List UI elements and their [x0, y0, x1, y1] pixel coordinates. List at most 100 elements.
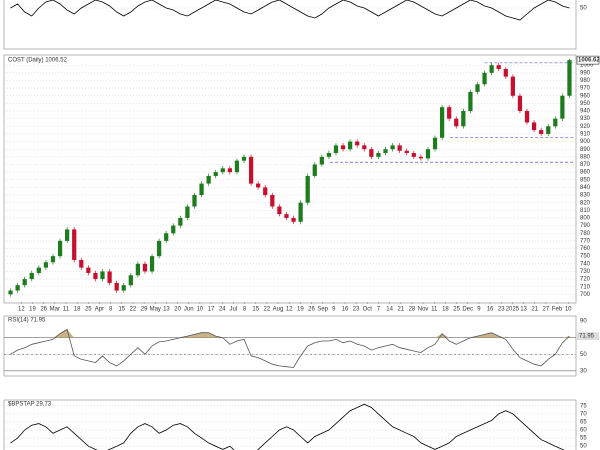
y-tick-label: 960: [580, 93, 591, 99]
x-tick-label: 9: [332, 307, 336, 313]
y-tick-label: 890: [580, 147, 591, 153]
y-tick-label: 810: [580, 208, 591, 214]
candle-body: [36, 267, 41, 273]
x-tick-label: 20: [174, 307, 181, 313]
candle-body: [248, 156, 254, 184]
x-tick-label: 11: [431, 307, 438, 313]
x-tick-label: 21: [397, 307, 404, 313]
candle-body: [50, 256, 56, 263]
y-tick-label: 60: [580, 428, 587, 434]
x-tick-label: Aug: [273, 307, 284, 313]
x-tick-label: 10: [565, 307, 572, 313]
candle-body: [546, 126, 551, 134]
candle-body: [411, 153, 416, 157]
candle-body: [312, 164, 317, 176]
y-tick-label: 750: [580, 254, 591, 260]
y-tick-label: 65: [580, 420, 587, 426]
candle-body: [524, 111, 530, 123]
y-tick-label: 730: [580, 269, 591, 275]
indicator-line: [10, 403, 565, 450]
candle-body: [489, 65, 494, 73]
candle-body: [425, 149, 431, 159]
candle-body: [397, 145, 402, 151]
candle-body: [333, 145, 339, 154]
x-tick-label: 16: [342, 307, 349, 313]
y-tick-label: 30: [580, 368, 587, 374]
candle-body: [305, 175, 310, 203]
x-tick-label: 15: [252, 307, 259, 313]
candle-body: [43, 262, 49, 268]
candle-body: [539, 130, 544, 134]
x-tick-label: 22: [130, 307, 137, 313]
x-tick-label: 25: [453, 307, 460, 313]
x-tick-label: 8: [243, 307, 247, 313]
x-tick-label: 19: [297, 307, 304, 313]
candle-body: [86, 267, 91, 273]
breadth-title: $BPSTAP 29.73: [8, 402, 52, 408]
candle-body: [185, 206, 190, 218]
x-tick-label: 14: [386, 307, 393, 313]
candle-body: [220, 168, 225, 173]
candle-body: [241, 156, 247, 161]
candle-body: [100, 271, 105, 280]
candle-body: [114, 282, 119, 291]
candle-body: [510, 76, 515, 96]
y-tick-label: 850: [580, 177, 591, 183]
candle-body: [8, 290, 13, 295]
last-price-label: 1006.62: [578, 58, 600, 64]
x-tick-label: 11: [63, 307, 70, 313]
x-tick-label: Nov: [418, 307, 429, 313]
x-tick-label: Jul: [230, 307, 238, 313]
y-tick-label: 820: [580, 200, 591, 206]
candle-body: [418, 156, 424, 159]
y-tick-label: 700: [580, 292, 591, 298]
y-tick-label: 760: [580, 246, 591, 252]
x-tick-label: 17: [208, 307, 215, 313]
last-value-label: 71.95: [579, 334, 595, 340]
candle-body: [213, 172, 218, 176]
candle-body: [369, 149, 374, 157]
y-tick-label: 790: [580, 223, 591, 229]
y-tick-label: 940: [580, 109, 591, 115]
candle-body: [454, 118, 459, 127]
candle-body: [284, 214, 289, 218]
x-tick-label: 29: [141, 307, 148, 313]
candle-body: [475, 84, 480, 92]
y-tick-label: 860: [580, 170, 591, 176]
y-tick-label: 55: [580, 436, 587, 442]
x-tick-label: 8: [109, 307, 113, 313]
y-tick-label: 50: [580, 444, 587, 450]
x-tick-label: Feb: [552, 307, 563, 313]
x-tick-label: 27: [543, 307, 550, 313]
candle-body: [553, 118, 558, 127]
x-tick-label: 23: [353, 307, 360, 313]
candle-body: [567, 60, 572, 96]
x-tick-label: 18: [74, 307, 81, 313]
x-tick-label: 10: [197, 307, 204, 313]
y-tick-label: 740: [580, 261, 591, 267]
candle-body: [468, 91, 473, 112]
candle-body: [376, 153, 381, 157]
x-tick-label: Apr: [95, 307, 104, 313]
candle-body: [482, 72, 487, 85]
candle-body: [390, 145, 395, 150]
candle-body: [340, 145, 346, 150]
y-tick-label: 720: [580, 277, 591, 283]
y-tick-label: 880: [580, 154, 591, 160]
x-tick-label: 2025: [506, 307, 520, 313]
candle-body: [517, 95, 523, 112]
x-tick-label: 18: [442, 307, 449, 313]
y-tick-label: 910: [580, 132, 591, 138]
x-tick-label: 7: [377, 307, 381, 313]
candle-body: [503, 68, 508, 77]
y-tick-label: 90: [580, 319, 587, 325]
indicator-line: [10, 0, 570, 21]
candle-body: [227, 168, 232, 173]
candle-body: [206, 175, 211, 184]
candle-body: [156, 240, 162, 257]
x-tick-label: 19: [29, 307, 36, 313]
candle-body: [164, 233, 169, 241]
candle-body: [79, 259, 84, 268]
price-panel: [3, 54, 577, 304]
x-tick-label: 22: [264, 307, 271, 313]
